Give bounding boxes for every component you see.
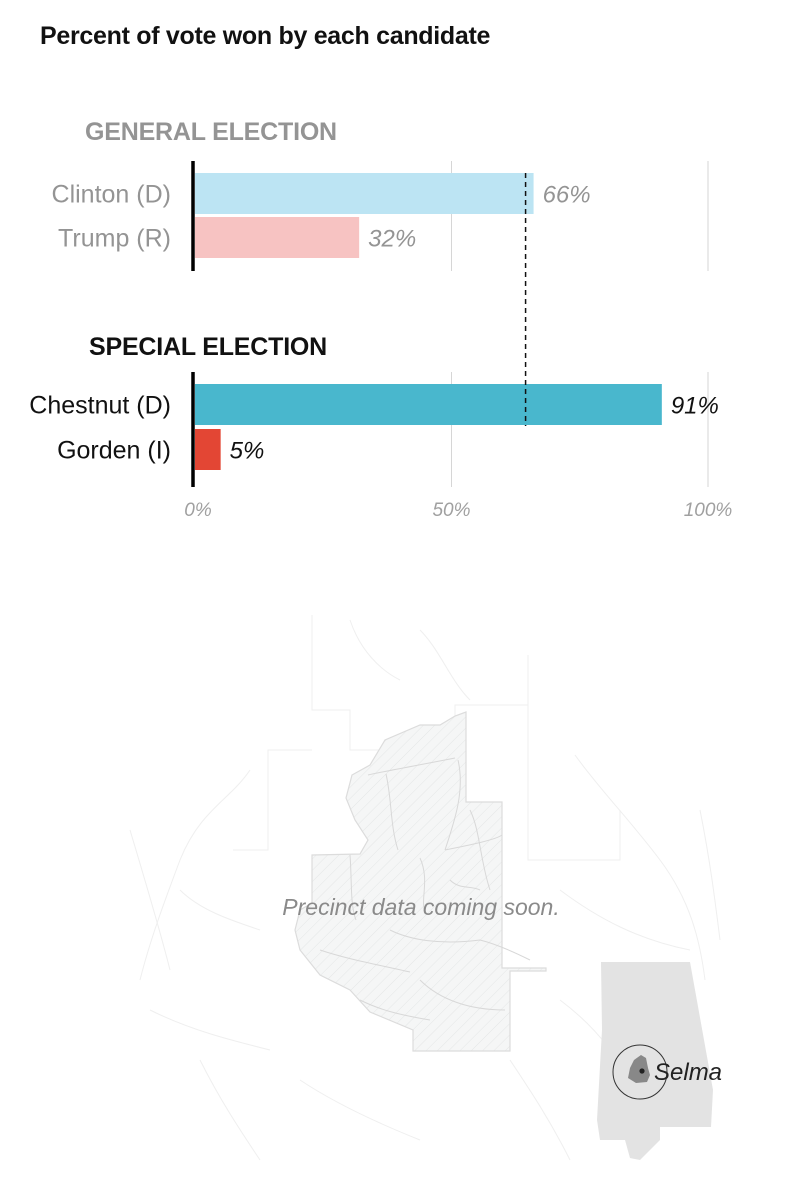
- map-status-note: Precinct data coming soon.: [282, 894, 560, 920]
- precinct-line: [367, 757, 456, 776]
- value-label: 5%: [230, 438, 265, 465]
- candidate-label: Clinton (D): [52, 181, 171, 209]
- tick-label: 50%: [432, 500, 470, 521]
- precinct-line: [419, 857, 426, 913]
- bar-chart: GENERAL ELECTION Clinton (D) 66% Trump (R) 3…: [29, 118, 732, 521]
- state-shape: [597, 962, 713, 1160]
- precinct-line: [319, 949, 411, 973]
- labels: GENERAL ELECTION Clinton (D) 66% Trump (R) 3…: [29, 118, 732, 521]
- section-title: GENERAL ELECTION: [85, 118, 337, 146]
- city-label: Selma: [654, 1059, 722, 1086]
- boundary-line: [349, 619, 401, 681]
- bar: [195, 217, 360, 258]
- precinct-line: [385, 773, 399, 851]
- county-locator-shape: [628, 1055, 650, 1083]
- section-title: SPECIAL ELECTION: [89, 333, 327, 361]
- boundary-line: [299, 1079, 421, 1141]
- precinct-line: [359, 999, 431, 1021]
- boundary-line: [179, 889, 261, 931]
- axes: [191, 161, 527, 487]
- boundary-line: [559, 889, 691, 951]
- value-label: 91%: [671, 393, 719, 420]
- candidate-label: Trump (R): [58, 225, 171, 253]
- boundary-line: [527, 705, 621, 861]
- boundary-line: [233, 749, 312, 851]
- candidate-label: Chestnut (D): [29, 392, 171, 420]
- bar: [195, 429, 221, 470]
- boundary-line: [419, 629, 471, 701]
- boundary-line: [699, 809, 721, 941]
- state-inset: Selma: [597, 962, 722, 1160]
- chart-title: Percent of vote won by each candidate: [40, 22, 491, 50]
- locator-circle: [612, 1044, 668, 1100]
- precinct-line: [349, 854, 357, 921]
- boundary-line: [139, 769, 251, 981]
- bar: [195, 384, 662, 425]
- city-dot: [639, 1068, 645, 1074]
- tick-label: 100%: [684, 500, 733, 521]
- value-label: 66%: [543, 182, 591, 209]
- bars: [195, 173, 662, 470]
- precinct-line: [444, 759, 461, 851]
- bar: [195, 173, 534, 214]
- candidate-label: Gorden (I): [57, 437, 171, 465]
- boundary-line: [199, 1059, 261, 1161]
- county-shape: [294, 711, 547, 1052]
- precinct-line: [444, 834, 503, 851]
- value-label: 32%: [368, 226, 416, 253]
- boundary-line: [574, 754, 706, 981]
- precinct-line: [449, 879, 481, 891]
- county-map: Selma: [129, 615, 722, 1161]
- boundary-line: [509, 1059, 571, 1161]
- precinct-line: [419, 979, 506, 1011]
- boundary-line: [149, 1009, 271, 1051]
- boundary-line: [129, 829, 171, 971]
- precinct-line: [469, 809, 491, 891]
- precinct-line: [389, 929, 531, 961]
- tick-label: 0%: [184, 500, 212, 521]
- precinct-lines: [319, 757, 531, 1021]
